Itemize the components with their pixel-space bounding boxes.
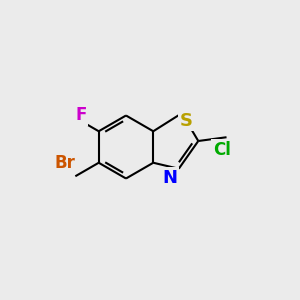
Text: F: F (75, 106, 87, 124)
Text: N: N (162, 169, 177, 187)
Text: S: S (179, 112, 193, 130)
Text: Br: Br (54, 154, 75, 172)
Text: Cl: Cl (213, 141, 231, 159)
